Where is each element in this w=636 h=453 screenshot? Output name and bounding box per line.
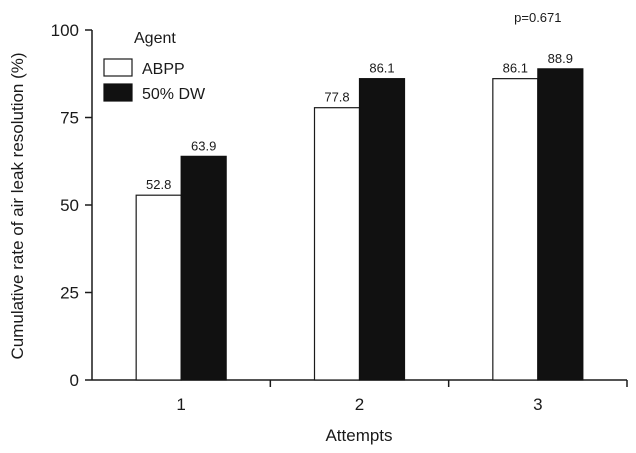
x-tick-label: 1: [176, 395, 185, 414]
legend-label-50dw: 50% DW: [142, 86, 206, 103]
bar-abpp-2: [313, 107, 361, 381]
data-label: 63.9: [191, 138, 216, 153]
data-label: 52.8: [146, 177, 171, 192]
data-label: 86.1: [369, 61, 394, 76]
legend-label-abpp: ABPP: [142, 61, 185, 78]
bar-50dw-1: [180, 155, 227, 381]
bar-abpp-1: [135, 194, 182, 381]
x-tick-label: 3: [533, 395, 542, 414]
legend-title: Agent: [134, 30, 176, 47]
bar-abpp-3: [492, 78, 539, 381]
bar-50dw-3: [537, 68, 584, 381]
legend: Agent ABPP 50% DW: [103, 30, 206, 103]
data-label: 77.8: [324, 90, 349, 105]
data-label: 88.9: [548, 51, 573, 66]
y-axis-title: Cumulative rate of air leak resolution (…: [8, 52, 27, 359]
y-tick-label: 50: [60, 196, 79, 215]
data-label: 86.1: [503, 61, 528, 76]
x-tick-label: 2: [355, 395, 364, 414]
y-tick-label: 25: [60, 284, 79, 303]
x-axis-title: Attempts: [325, 426, 392, 445]
p-value-annotation: p=0.671: [514, 10, 561, 25]
legend-swatch-abpp: [103, 58, 133, 77]
bar-50dw-2: [358, 78, 406, 381]
y-tick-label: 75: [60, 109, 79, 128]
legend-swatch-50dw: [103, 83, 133, 102]
y-tick-label: 100: [51, 21, 79, 40]
plot-area: 0 25 50 75 100 1 2 3 52.8 63.9 77.8 86.1 86.1 88.9 p=0…: [51, 10, 628, 414]
y-tick-label: 0: [70, 371, 79, 390]
